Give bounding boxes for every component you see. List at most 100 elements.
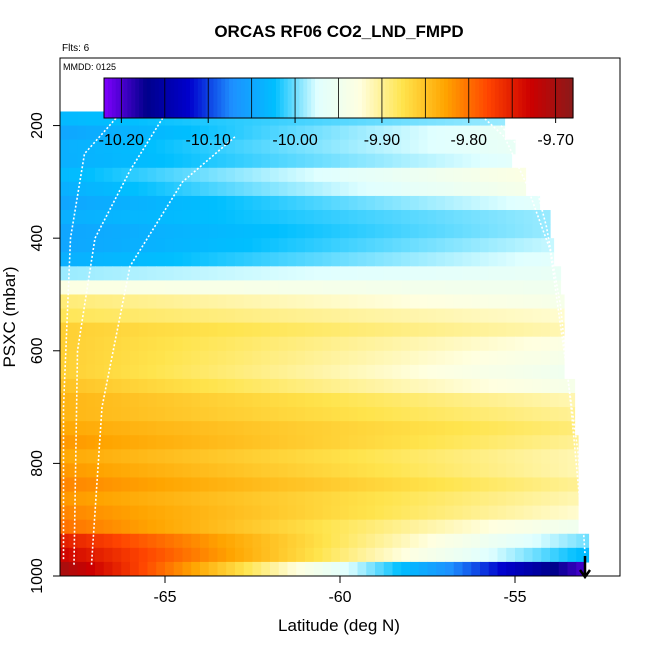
heatmap-cell <box>60 167 70 183</box>
heatmap-cell <box>506 463 516 479</box>
colorbar-swatch <box>490 78 496 118</box>
heatmap-cell <box>567 519 577 535</box>
heatmap-cell <box>497 195 507 211</box>
heatmap-cell <box>322 421 332 436</box>
heatmap-cell <box>278 139 289 155</box>
heatmap-cell <box>60 364 70 380</box>
heatmap-cell <box>375 153 385 169</box>
colorbar-tick-label: -10.20 <box>99 132 144 149</box>
heatmap-cell <box>270 210 280 225</box>
heatmap-cell <box>357 125 367 141</box>
heatmap-cell <box>567 378 576 394</box>
heatmap-cell <box>296 477 306 493</box>
heatmap-cell <box>121 252 131 267</box>
heatmap-cell <box>383 547 394 563</box>
heatmap-cell <box>436 266 446 282</box>
heatmap-cell <box>68 195 79 211</box>
heatmap-cell <box>156 195 166 211</box>
heatmap-cell <box>226 252 236 267</box>
heatmap-cell <box>278 435 289 450</box>
heatmap-cell <box>182 364 192 380</box>
heatmap-cell <box>261 561 271 576</box>
heatmap-cell <box>130 294 140 310</box>
heatmap-cell <box>243 238 254 253</box>
flight-track-line <box>90 136 236 565</box>
heatmap-cell <box>235 224 245 239</box>
heatmap-cell <box>208 125 219 141</box>
heatmap-cell <box>226 139 236 155</box>
heatmap-cell <box>270 491 280 507</box>
heatmap-cell <box>515 449 525 464</box>
heatmap-cell <box>366 280 376 296</box>
heatmap-cell <box>410 505 420 521</box>
heatmap-cell <box>226 435 236 450</box>
heatmap-cell <box>410 252 420 267</box>
heatmap-cell <box>453 491 464 507</box>
heatmap-cell <box>453 153 464 169</box>
heatmap-cell <box>261 533 271 549</box>
heatmap-cell <box>541 224 551 239</box>
heatmap-cell <box>261 181 271 197</box>
heatmap-cell <box>208 322 219 338</box>
heatmap-cell <box>366 350 376 366</box>
heatmap-cell <box>515 294 525 310</box>
heatmap-cell <box>418 491 429 507</box>
heatmap-cell <box>497 322 507 338</box>
colorbar-swatch <box>146 78 152 118</box>
heatmap-cell <box>383 181 394 197</box>
heatmap-cell <box>95 125 105 141</box>
heatmap-cell <box>515 210 525 225</box>
heatmap-cell <box>462 195 472 211</box>
heatmap-cell <box>200 280 210 296</box>
heatmap-cell <box>287 322 297 338</box>
heatmap-cell <box>480 561 490 576</box>
heatmap-cell <box>471 266 481 282</box>
heatmap-cell <box>165 210 175 225</box>
heatmap-cell <box>523 378 534 394</box>
heatmap-cell <box>515 195 525 211</box>
heatmap-cell <box>383 195 394 211</box>
heatmap-cell <box>331 224 341 239</box>
heatmap-cell <box>68 238 79 253</box>
heatmap-cell <box>427 477 437 493</box>
heatmap-cell <box>313 224 324 239</box>
heatmap-cell <box>68 322 79 338</box>
heatmap-cell <box>427 561 437 576</box>
heatmap-cell <box>270 266 280 282</box>
heatmap-cell <box>305 125 315 141</box>
heatmap-cell <box>287 238 297 253</box>
heatmap-cell <box>226 378 236 394</box>
heatmap-cell <box>427 153 437 169</box>
heatmap-cell <box>261 519 271 535</box>
heatmap-cell <box>173 393 184 408</box>
heatmap-cell <box>147 224 157 239</box>
heatmap-cell <box>156 378 166 394</box>
heatmap-cell <box>392 364 402 380</box>
heatmap-cell <box>86 336 96 352</box>
heatmap-cell <box>173 153 184 169</box>
heatmap-cell <box>305 322 315 338</box>
heatmap-cell <box>243 181 254 197</box>
heatmap-cell <box>270 463 280 479</box>
heatmap-cell <box>392 547 402 563</box>
heatmap-cell <box>392 111 402 127</box>
heatmap-cell <box>488 181 499 197</box>
heatmap-cell <box>217 378 227 394</box>
heatmap-cell <box>103 111 114 127</box>
heatmap-cell <box>226 195 236 211</box>
heatmap-cell <box>156 111 166 127</box>
heatmap-cell <box>156 139 166 155</box>
heatmap-cell <box>558 477 569 493</box>
heatmap-cell <box>357 210 367 225</box>
heatmap-cell <box>348 336 359 352</box>
heatmap-cell <box>147 167 157 183</box>
heatmap-cell <box>418 350 429 366</box>
colorbar-swatch <box>217 78 222 118</box>
heatmap-cell <box>217 181 227 197</box>
heatmap-cell <box>453 167 464 183</box>
heatmap-cell <box>226 364 236 380</box>
heatmap-cell <box>523 547 534 563</box>
heatmap-cell <box>112 491 122 507</box>
heatmap-cell <box>313 364 324 380</box>
heatmap-cell <box>278 364 289 380</box>
